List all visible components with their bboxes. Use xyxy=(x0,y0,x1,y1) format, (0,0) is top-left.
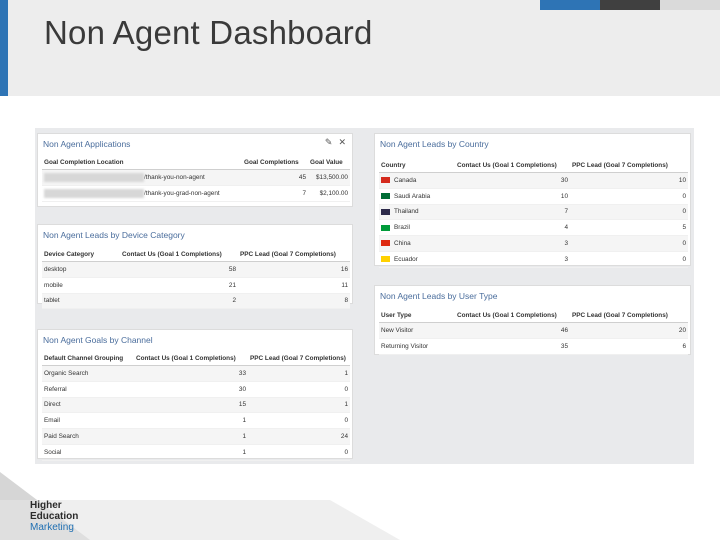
table-row: Organic Search 33 1 xyxy=(42,365,350,382)
table-row: Returning Visitor 35 6 xyxy=(379,338,688,355)
widget-title: Non Agent Goals by Channel xyxy=(43,335,153,345)
channel-table: Default Channel Grouping Contact Us (Goa… xyxy=(42,352,350,461)
location-cell: /thank-you-non-agent xyxy=(42,169,242,186)
column-header[interactable]: Contact Us (Goal 1 Completions) xyxy=(455,309,570,323)
ecuador-flag-icon xyxy=(381,256,390,263)
redacted-domain xyxy=(44,188,144,198)
table-row: Thailand 7 0 xyxy=(379,204,688,221)
column-header[interactable]: PPC Lead (Goal 7 Completions) xyxy=(570,159,688,173)
column-header[interactable]: Goal Completions xyxy=(242,156,308,170)
corner-decoration xyxy=(0,472,400,540)
column-header[interactable]: PPC Lead (Goal 7 Completions) xyxy=(570,309,688,323)
table-header-row: Default Channel Grouping Contact Us (Goa… xyxy=(42,352,350,366)
location-cell: /thank-you-grad-non-agent xyxy=(42,185,242,202)
widget-device-category: Non Agent Leads by Device Category Devic… xyxy=(37,224,353,310)
table-row: Referral 30 0 xyxy=(42,381,350,398)
table-cell: 45 xyxy=(242,169,308,186)
table-row: Ecuador 3 0 xyxy=(379,251,688,268)
top-bar-dark xyxy=(600,0,660,10)
widget-tools: ✎ ✕ xyxy=(319,137,346,148)
widget-title: Non Agent Leads by User Type xyxy=(380,291,498,301)
widget-leads-by-country: Non Agent Leads by Country Country Conta… xyxy=(374,133,691,268)
usertype-table: User Type Contact Us (Goal 1 Completions… xyxy=(379,309,688,355)
table-row: /thank-you-grad-non-agent 7 $2,100.00 xyxy=(42,185,350,202)
table-row: New Visitor 46 20 xyxy=(379,322,688,339)
column-header[interactable]: Goal Value xyxy=(308,156,350,170)
widget-title: Non Agent Leads by Device Category xyxy=(43,230,185,240)
china-flag-icon xyxy=(381,240,390,247)
widget-applications: Non Agent Applications ✎ ✕ Goal Completio… xyxy=(37,133,353,207)
table-row: Paid Search 1 24 xyxy=(42,428,350,445)
dashboard-canvas: Non Agent Applications ✎ ✕ Goal Completio… xyxy=(35,128,694,464)
table-row: /thank-you-non-agent 45 $13,500.00 xyxy=(42,169,350,186)
table-header-row: Country Contact Us (Goal 1 Completions) … xyxy=(379,159,688,173)
column-header[interactable]: Goal Completion Location xyxy=(42,156,242,170)
top-bar-light xyxy=(660,0,720,10)
applications-table: Goal Completion Location Goal Completion… xyxy=(42,156,350,202)
column-header[interactable]: Default Channel Grouping xyxy=(42,352,134,366)
column-header[interactable]: Contact Us (Goal 1 Completions) xyxy=(120,248,238,262)
table-row: China 3 0 xyxy=(379,235,688,252)
country-table: Country Contact Us (Goal 1 Completions) … xyxy=(379,159,688,268)
accent-bar xyxy=(0,0,8,96)
slide-title: Non Agent Dashboard xyxy=(44,14,373,51)
table-row: Direct 15 1 xyxy=(42,397,350,414)
table-row: Brazil 4 5 xyxy=(379,219,688,237)
device-table: Device Category Contact Us (Goal 1 Compl… xyxy=(42,248,350,310)
pencil-icon[interactable]: ✎ xyxy=(324,137,333,147)
table-row: Social 1 0 xyxy=(42,444,350,461)
table-header-row: Goal Completion Location Goal Completion… xyxy=(42,156,350,170)
table-row: Email 1 0 xyxy=(42,412,350,430)
column-header[interactable]: Contact Us (Goal 1 Completions) xyxy=(134,352,248,366)
widget-leads-by-user-type: Non Agent Leads by User Type User Type C… xyxy=(374,285,691,355)
redacted-domain xyxy=(44,172,144,182)
table-row: Saudi Arabia 10 0 xyxy=(379,188,688,205)
table-header-row: User Type Contact Us (Goal 1 Completions… xyxy=(379,309,688,323)
column-header[interactable]: PPC Lead (Goal 7 Completions) xyxy=(238,248,350,262)
saudi-arabia-flag-icon xyxy=(381,193,390,199)
thailand-flag-icon xyxy=(381,208,390,215)
company-logo: Higher Education Marketing xyxy=(30,500,79,533)
column-header[interactable]: PPC Lead (Goal 7 Completions) xyxy=(248,352,350,366)
table-row: desktop 58 16 xyxy=(42,261,350,278)
table-row: tablet 2 8 xyxy=(42,293,350,310)
widget-goals-by-channel: Non Agent Goals by Channel Default Chann… xyxy=(37,329,353,461)
widget-title: Non Agent Applications xyxy=(43,139,131,149)
table-row: Canada 30 10 xyxy=(379,172,688,189)
canada-flag-icon xyxy=(381,177,390,184)
column-header[interactable]: User Type xyxy=(379,309,455,323)
top-bar-blue xyxy=(540,0,600,10)
column-header[interactable]: Device Category xyxy=(42,248,120,262)
table-row: mobile 21 11 xyxy=(42,277,350,294)
brazil-flag-icon xyxy=(381,224,390,231)
widget-title: Non Agent Leads by Country xyxy=(380,139,489,149)
table-header-row: Device Category Contact Us (Goal 1 Compl… xyxy=(42,248,350,262)
table-cell: $13,500.00 xyxy=(308,169,350,186)
column-header[interactable]: Country xyxy=(379,159,455,173)
close-icon[interactable]: ✕ xyxy=(338,137,346,147)
column-header[interactable]: Contact Us (Goal 1 Completions) xyxy=(455,159,570,173)
table-cell: $2,100.00 xyxy=(308,185,350,202)
slide-header xyxy=(0,0,720,96)
table-cell: 7 xyxy=(242,185,308,202)
